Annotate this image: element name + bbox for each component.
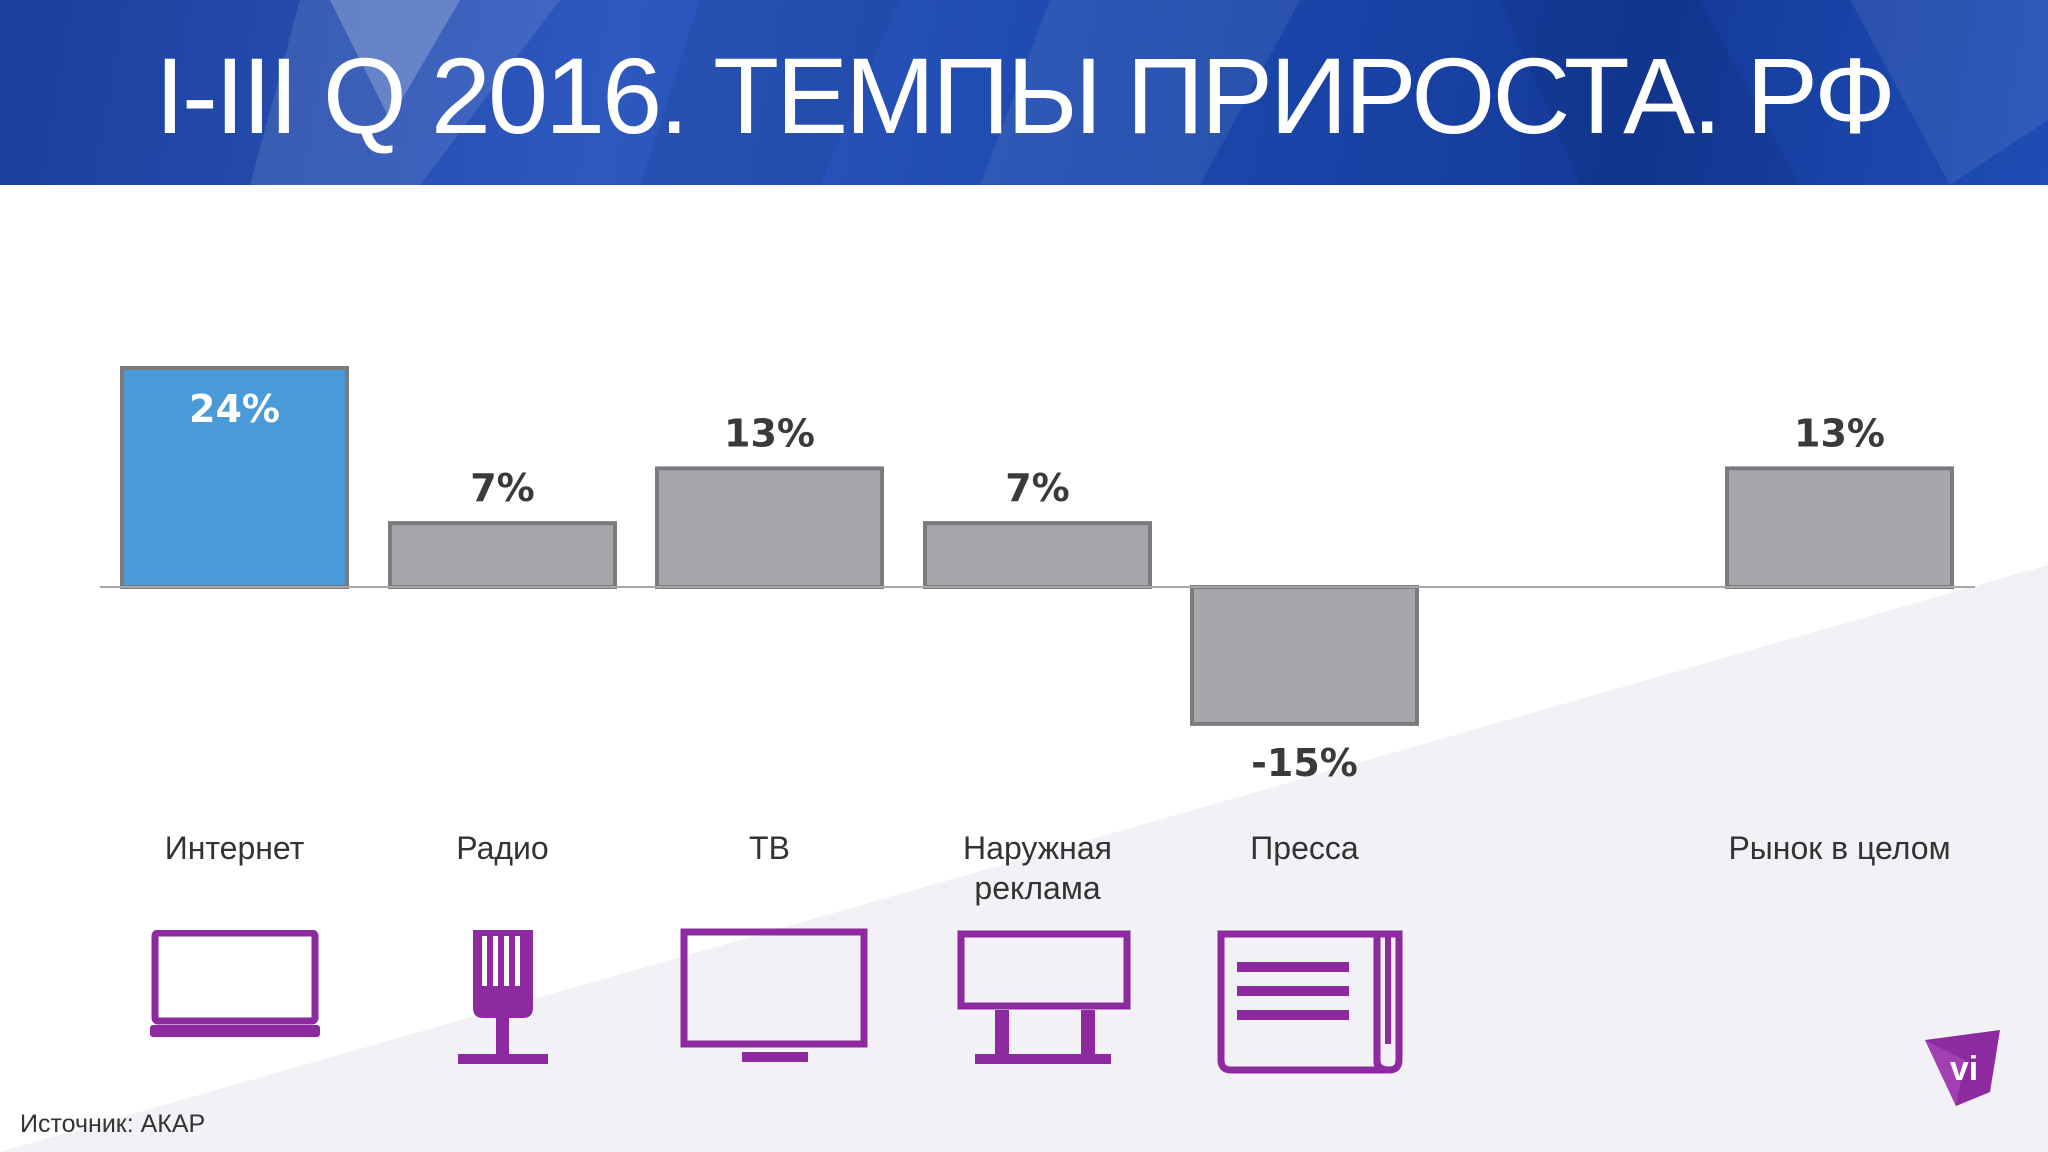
- page-title: I-III Q 2016. ТЕМПЫ ПРИРОСТА. РФ: [154, 35, 1896, 156]
- vi-logo: vi: [1925, 1030, 2000, 1106]
- bar-5: [1190, 585, 1419, 726]
- data-label-4: 7%: [1005, 466, 1070, 510]
- bar-6: [1725, 466, 1954, 589]
- newspaper-icon: [1217, 928, 1407, 1083]
- category-label-1: Интернет: [164, 830, 305, 866]
- laptop-icon: [150, 929, 320, 1045]
- bar-1: [120, 366, 349, 589]
- category-label-6: Рынок в целом: [1728, 830, 1951, 866]
- svg-text:vi: vi: [1950, 1050, 1978, 1088]
- data-label-3: 13%: [724, 411, 815, 455]
- header-decoration: [250, 0, 2048, 185]
- bar-2: [388, 521, 617, 589]
- category-label-4: Наружная реклама: [963, 830, 1112, 906]
- category-label-2: Радио: [456, 830, 549, 866]
- microphone-icon: [458, 930, 548, 1075]
- source-note: Источник: АКАР: [20, 1110, 206, 1138]
- bar-4: [923, 521, 1152, 589]
- category-label-5: Пресса: [1250, 830, 1359, 866]
- data-label-6: 13%: [1794, 411, 1885, 455]
- bar-3: [655, 466, 884, 589]
- header-banner: I-III Q 2016. ТЕМПЫ ПРИРОСТА. РФ: [0, 0, 2048, 185]
- data-label-2: 7%: [470, 466, 535, 510]
- data-label-1: 24%: [189, 387, 280, 431]
- billboard-icon: [955, 930, 1135, 1075]
- data-label-5: -15%: [1251, 741, 1358, 785]
- category-label-3: ТВ: [749, 830, 790, 866]
- tv-icon: [680, 928, 870, 1073]
